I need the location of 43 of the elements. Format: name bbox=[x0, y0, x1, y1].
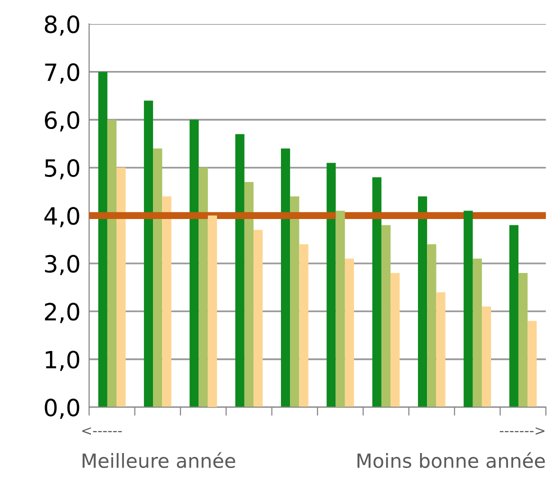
bar bbox=[208, 216, 218, 408]
bar bbox=[344, 258, 354, 408]
bar bbox=[299, 244, 308, 408]
bar bbox=[235, 134, 244, 408]
text: Moins bonne année bbox=[358, 452, 545, 468]
bar bbox=[98, 72, 108, 408]
bar bbox=[107, 120, 117, 408]
bar bbox=[436, 292, 446, 408]
bar bbox=[190, 120, 199, 408]
y-tick-label: 4,0 bbox=[44, 206, 80, 228]
bar bbox=[280, 148, 290, 408]
text: <------ bbox=[82, 427, 122, 435]
bar bbox=[144, 100, 154, 408]
bar bbox=[518, 273, 528, 408]
y-tick-label: 8,0 bbox=[44, 15, 80, 36]
y-tick-label: 2,0 bbox=[44, 302, 80, 324]
bar bbox=[254, 230, 263, 408]
bar bbox=[381, 225, 391, 408]
bar bbox=[198, 168, 208, 408]
y-tick-label: 3,0 bbox=[45, 254, 80, 276]
bar bbox=[472, 258, 482, 408]
bar bbox=[528, 320, 537, 408]
y-tick-label: 0,0 bbox=[44, 398, 80, 419]
bar bbox=[116, 168, 126, 408]
bar bbox=[427, 244, 436, 408]
bar bbox=[464, 210, 473, 408]
y-tick-label: 5,0 bbox=[45, 159, 80, 180]
bar bbox=[153, 148, 162, 408]
bar bbox=[290, 196, 300, 408]
bar bbox=[390, 273, 400, 408]
y-tick-label: 7,0 bbox=[45, 63, 80, 84]
y-tick-label: 6,0 bbox=[44, 111, 80, 132]
text: -------> bbox=[500, 427, 544, 435]
bar bbox=[509, 225, 518, 408]
bar bbox=[482, 306, 492, 408]
bar bbox=[418, 196, 428, 408]
bar bbox=[336, 210, 345, 408]
bar bbox=[372, 177, 382, 408]
bar bbox=[244, 182, 254, 408]
text: Meilleure année bbox=[82, 452, 236, 468]
bar bbox=[162, 196, 172, 408]
bar bbox=[326, 162, 336, 408]
y-tick-label: 1,0 bbox=[46, 350, 80, 371]
